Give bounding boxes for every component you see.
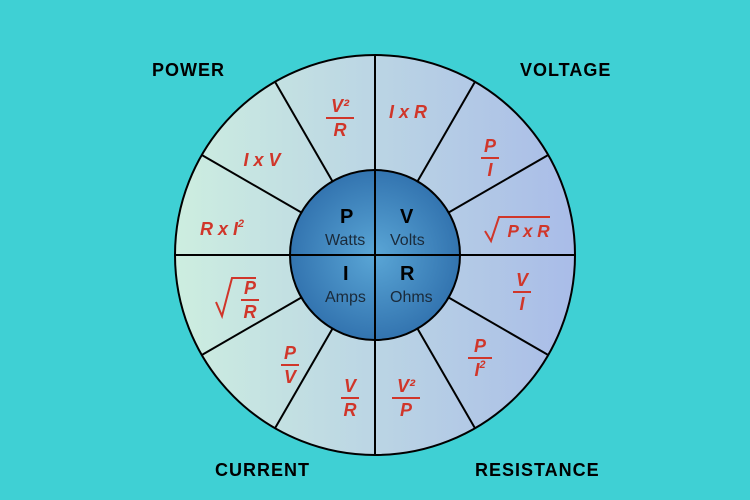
formula-voltage: P x R <box>507 222 550 241</box>
center-symbol: V <box>400 206 414 228</box>
formula-power: I x V <box>243 150 282 170</box>
center-unit: Watts <box>325 232 365 249</box>
center-unit: Ohms <box>390 289 433 306</box>
center-symbol: P <box>340 206 353 228</box>
svg-text:P: P <box>484 136 497 156</box>
svg-text:V: V <box>344 376 358 396</box>
svg-text:R: R <box>244 302 257 322</box>
svg-text:V: V <box>284 367 298 387</box>
svg-text:V²: V² <box>331 96 350 116</box>
svg-text:V: V <box>516 270 530 290</box>
svg-text:P: P <box>244 278 257 298</box>
svg-text:P: P <box>400 400 413 420</box>
formula-power: R x I2 <box>200 218 244 239</box>
center-unit: Volts <box>390 232 425 249</box>
center-symbol: R <box>400 263 415 285</box>
svg-text:P: P <box>474 336 487 356</box>
center-unit: Amps <box>325 289 366 306</box>
svg-text:R: R <box>344 400 357 420</box>
svg-text:P: P <box>284 343 297 363</box>
wheel-svg: P Watts V Volts I Amps R Ohms V² R I x V R x I2 I x … <box>0 0 750 500</box>
formula-voltage: I x R <box>389 102 427 122</box>
ohms-law-wheel-diagram: POWERVOLTAGECURRENTRESISTANCEPWattsVVolt… <box>0 0 750 500</box>
svg-text:R: R <box>334 120 347 140</box>
center-symbol: I <box>343 263 349 285</box>
svg-text:V²: V² <box>397 376 416 396</box>
